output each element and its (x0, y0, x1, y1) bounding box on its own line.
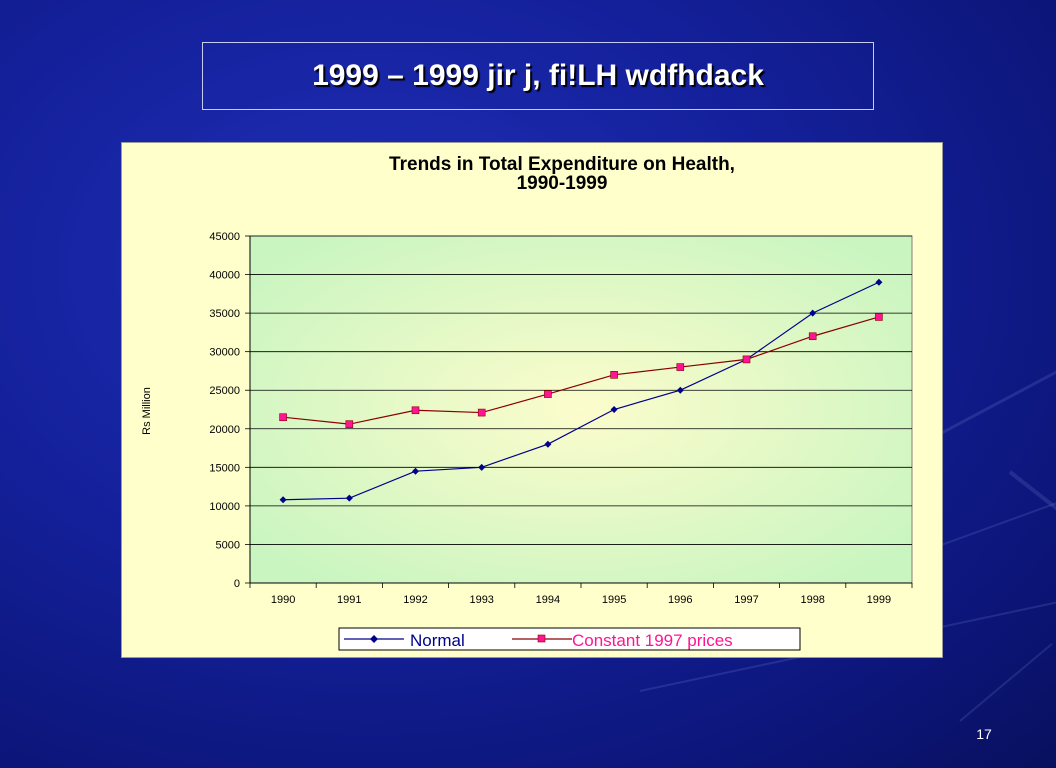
data-point-normal (809, 309, 817, 317)
chart-legend: Normal Constant 1997 prices (338, 627, 801, 651)
y-tick-label: 35000 (209, 308, 240, 320)
data-point-normal (478, 463, 486, 471)
data-point-normal (676, 386, 684, 394)
data-point-normal (544, 440, 552, 448)
y-tick-label: 15000 (209, 462, 240, 474)
series-layer (279, 278, 883, 504)
data-point-normal (345, 494, 353, 502)
y-axis-label: Rs Million (141, 387, 153, 435)
data-point-normal (610, 406, 618, 413)
data-point-normal (279, 496, 287, 504)
data-point-constant-1997-prices (610, 371, 618, 379)
data-point-constant-1997-prices (279, 413, 287, 422)
data-point-constant-1997-prices (875, 313, 883, 321)
gridlines (250, 235, 912, 545)
chart-panel: Trends in Total Expenditure on Health, 1… (121, 142, 943, 658)
x-tick-label: 1991 (337, 594, 361, 606)
x-tick-label: 1993 (469, 594, 493, 606)
legend-normal-label: Normal (410, 631, 465, 650)
series-line-constant-1997-prices (283, 316, 880, 425)
chart-subtitle: 1990-1999 (517, 173, 608, 194)
y-tick-label: 30000 (209, 347, 240, 359)
chart-title: Trends in Total Expenditure on Health, (389, 154, 735, 175)
y-tick-label: 45000 (209, 231, 240, 243)
legend-constant-label: Constant 1997 prices (572, 631, 733, 650)
legend-constant-marker (537, 634, 546, 643)
x-tick-label: 1990 (271, 594, 295, 606)
data-point-constant-1997-prices (808, 332, 817, 341)
data-point-constant-1997-prices (345, 420, 354, 428)
data-point-constant-1997-prices (544, 390, 552, 398)
x-tick-label: 1998 (800, 594, 824, 606)
x-tick-label: 1992 (403, 594, 427, 606)
x-tick-label: 1996 (668, 594, 692, 606)
x-tick-label: 1997 (734, 594, 758, 606)
plot-area (249, 235, 913, 584)
y-tick-label: 40000 (209, 270, 240, 282)
x-tick-label: 1995 (602, 594, 626, 606)
y-tick-label: 20000 (209, 424, 240, 436)
slide-title-box: 1999 – 1999 jir j, fi!LH wdfhdack (202, 42, 874, 110)
data-point-constant-1997-prices (411, 406, 420, 415)
x-tick-label: 1999 (867, 594, 891, 606)
data-point-constant-1997-prices (742, 355, 751, 364)
x-tick-label: 1994 (536, 594, 560, 606)
page-number: 17 (976, 726, 992, 742)
data-point-normal (412, 467, 419, 475)
slide-title: 1999 – 1999 jir j, fi!LH wdfhdack (312, 59, 764, 92)
data-point-normal (875, 278, 883, 286)
background-streak (1008, 470, 1056, 523)
legend-normal-marker (370, 635, 378, 643)
y-tick-label: 5000 (216, 539, 240, 551)
expenditure-chart: Trends in Total Expenditure on Health, 1… (141, 154, 913, 651)
series-line-normal (283, 281, 880, 501)
background-streak (959, 643, 1053, 722)
y-tick-label: 10000 (209, 501, 240, 513)
data-point-constant-1997-prices (676, 363, 685, 371)
y-tick-label: 25000 (209, 385, 240, 397)
y-tick-label: 0 (234, 578, 240, 590)
axes: 0 5000 10000 15000 20000 25000 30000 35000 40000… (209, 231, 913, 606)
data-point-constant-1997-prices (477, 408, 486, 417)
